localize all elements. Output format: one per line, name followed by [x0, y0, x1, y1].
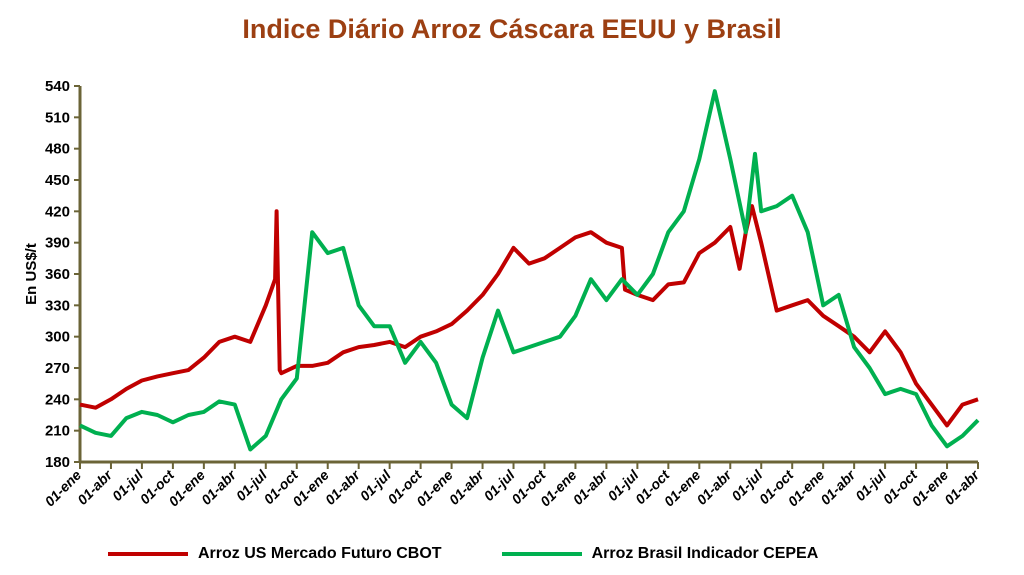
y-tick-label: 210 — [45, 423, 70, 440]
y-tick-label: 240 — [45, 391, 70, 408]
legend-item-cepea: Arroz Brasil Indicador CEPEA — [501, 545, 819, 563]
x-tick-label: 01-abr — [941, 466, 983, 508]
y-tick-label: 540 — [45, 78, 70, 95]
y-tick-label: 360 — [45, 266, 70, 283]
legend-swatch-cepea — [501, 552, 582, 556]
legend-label-cepea: Arroz Brasil Indicador CEPEA — [591, 545, 819, 562]
y-tick-label: 390 — [45, 235, 70, 252]
x-tick-label: 01-abr — [446, 466, 488, 508]
x-tick-label: 01-abr — [693, 466, 735, 508]
legend-label-cbot: Arroz US Mercado Futuro CBOT — [198, 545, 442, 562]
legend-item-cbot: Arroz US Mercado Futuro CBOT — [108, 545, 442, 563]
y-tick-label: 270 — [45, 360, 70, 377]
x-tick-label: 01-ene — [41, 467, 84, 510]
y-tick-label: 180 — [45, 454, 70, 471]
series-line-cepea — [79, 89, 980, 452]
y-tick-label: 420 — [45, 203, 70, 220]
x-tick-label: 01-abr — [817, 466, 859, 508]
y-tick-label: 450 — [45, 172, 70, 189]
x-tick-label: 01-abr — [74, 466, 116, 508]
legend-swatch-cbot — [108, 552, 188, 556]
y-axis-label: En US$/t — [23, 243, 40, 305]
chart-title: Indice Diário Arroz Cáscara EEUU y Brasi… — [242, 14, 782, 44]
x-tick-label: 01-abr — [570, 466, 612, 508]
y-tick-label: 300 — [45, 329, 70, 346]
x-tick-label: 01-abr — [322, 466, 364, 508]
y-tick-label: 330 — [45, 297, 70, 314]
y-tick-label: 480 — [45, 141, 70, 158]
series-line-cbot — [79, 204, 979, 428]
y-tick-label: 510 — [45, 109, 70, 126]
legend: Arroz US Mercado Futuro CBOT Arroz Brasi… — [108, 545, 818, 563]
x-tick-label: 01-abr — [198, 466, 240, 508]
